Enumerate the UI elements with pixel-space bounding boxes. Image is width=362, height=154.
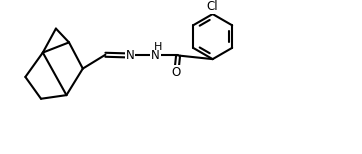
Text: N: N: [126, 49, 134, 62]
Text: O: O: [172, 66, 181, 79]
Text: N: N: [151, 49, 160, 62]
Text: H: H: [154, 43, 163, 53]
Text: Cl: Cl: [207, 0, 218, 13]
